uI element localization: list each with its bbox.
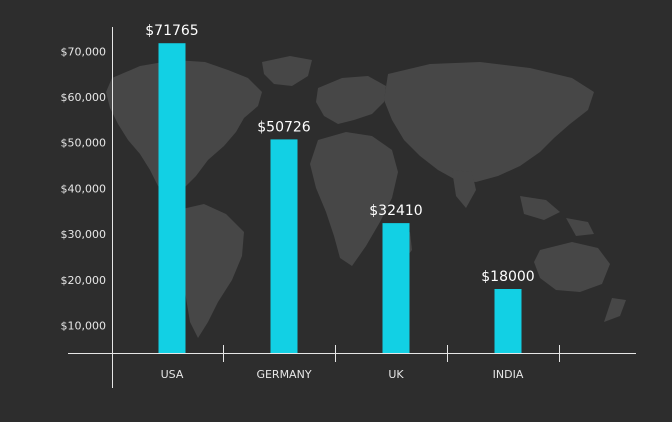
y-tick-label: $70,000: [61, 45, 107, 58]
y-tick-label: $20,000: [61, 274, 107, 287]
x-category-label: INDIA: [493, 368, 524, 381]
data-label-usa: $71765: [145, 23, 198, 39]
data-label-germany: $50726: [257, 119, 311, 135]
data-label-india: $18000: [481, 269, 534, 285]
bar-usa: [158, 43, 186, 354]
bar-uk: [382, 223, 410, 353]
bar-germany: [270, 139, 298, 353]
x-category-label: UK: [388, 368, 404, 381]
x-category-label: GERMANY: [256, 368, 311, 381]
y-tick-label: $30,000: [61, 228, 107, 241]
y-tick-label: $60,000: [61, 91, 107, 104]
bar-india: [494, 289, 522, 353]
x-category-label: USA: [161, 368, 184, 381]
world-map-background: [106, 56, 626, 338]
data-label-uk: $32410: [369, 203, 422, 219]
y-tick-label: $40,000: [61, 182, 107, 195]
y-tick-label: $10,000: [61, 320, 107, 333]
y-tick-label: $50,000: [61, 137, 107, 150]
